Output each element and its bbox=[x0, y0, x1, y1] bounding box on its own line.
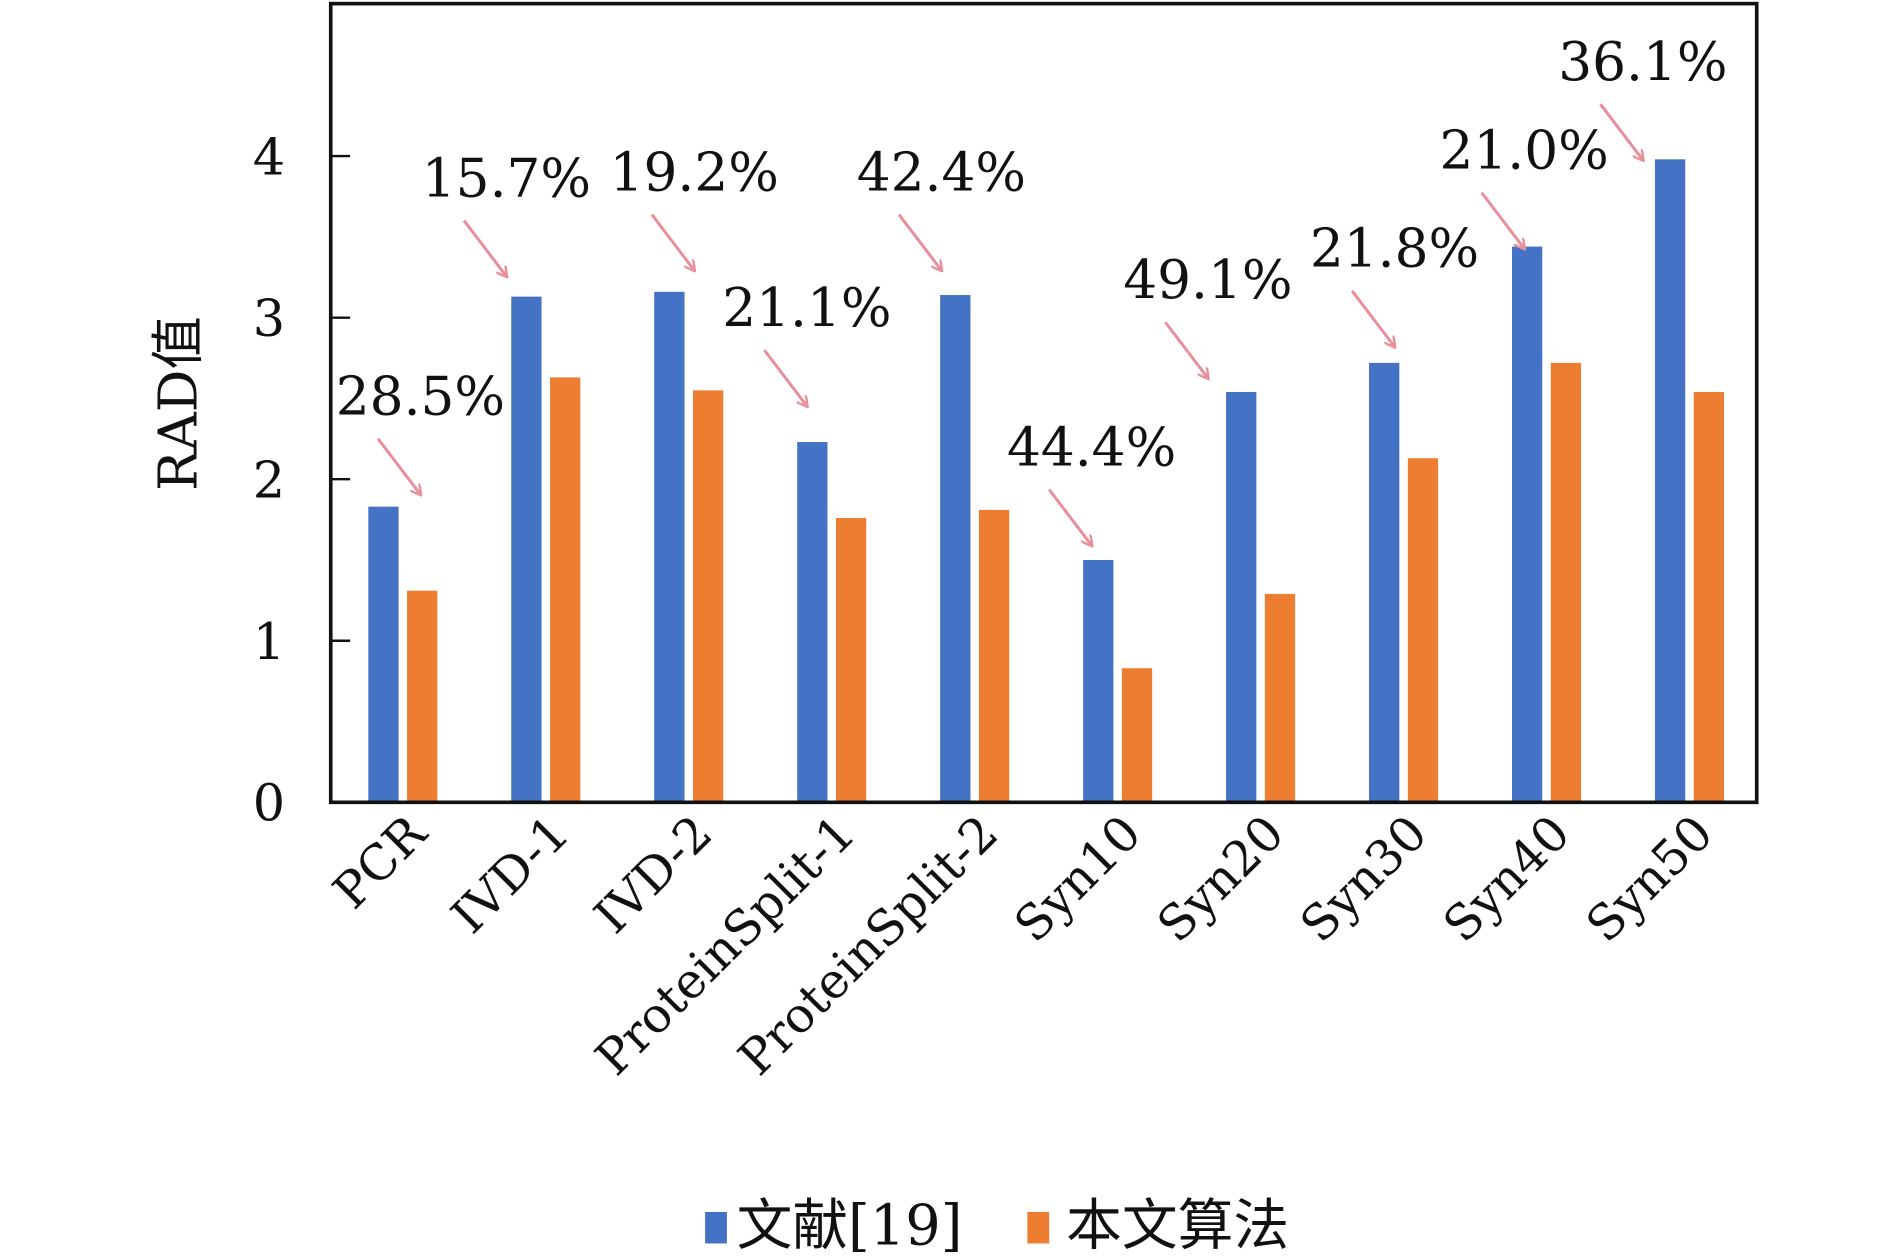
annotation-arrow bbox=[1599, 103, 1642, 160]
bar-series-2-ProteinSplit-1 bbox=[835, 517, 867, 803]
annotation-arrow bbox=[897, 213, 941, 271]
bar-series-2-Syn40 bbox=[1550, 362, 1582, 803]
bar-series-2-PCR bbox=[407, 590, 438, 803]
bar-series-1-IVD-2 bbox=[654, 291, 685, 803]
legend-label-series-2: 本文算法 bbox=[1066, 1194, 1289, 1258]
legend-swatch-series-1 bbox=[705, 1211, 727, 1244]
annotation-arrow bbox=[1047, 488, 1091, 546]
x-tick-label: ProteinSplit-1 bbox=[585, 805, 866, 1086]
bar-series-2-IVD-1 bbox=[550, 377, 581, 803]
bar-series-2-Syn20 bbox=[1264, 593, 1296, 803]
x-tick-label: Syn30 bbox=[1290, 805, 1438, 953]
bar-series-1-Syn40 bbox=[1512, 246, 1543, 803]
y-tick-label: 4 bbox=[253, 128, 285, 187]
percent-annotation: 42.4% bbox=[857, 141, 1026, 203]
bar-series-2-ProteinSplit-2 bbox=[978, 509, 1010, 803]
bar-series-1-IVD-1 bbox=[511, 296, 542, 803]
bar-series-1-PCR bbox=[368, 506, 399, 803]
annotation-arrow bbox=[462, 219, 506, 277]
y-axis-label: RAD值 bbox=[147, 316, 209, 491]
percent-annotation: 21.0% bbox=[1439, 119, 1608, 181]
plot-frame bbox=[328, 1, 1759, 805]
x-tick-label: Syn40 bbox=[1433, 805, 1581, 953]
y-tick-label: 1 bbox=[253, 613, 285, 672]
percent-annotation: 21.8% bbox=[1310, 218, 1479, 280]
annotation-arrow bbox=[763, 349, 806, 406]
bar-series-2-IVD-2 bbox=[693, 390, 724, 803]
percent-annotation: 15.7% bbox=[422, 147, 591, 209]
percent-annotation: 49.1% bbox=[1123, 249, 1292, 311]
percent-annotation: 21.1% bbox=[722, 277, 891, 339]
bar-series-2-Syn50 bbox=[1693, 391, 1725, 803]
annotation-arrow bbox=[376, 437, 420, 495]
bar-series-1-Syn30 bbox=[1369, 362, 1400, 803]
bar-series-1-ProteinSplit-1 bbox=[797, 442, 828, 803]
annotation-arrow bbox=[1480, 191, 1524, 249]
x-tick-label: Syn10 bbox=[1004, 805, 1152, 953]
x-tick-label: Syn20 bbox=[1147, 805, 1295, 953]
bar-series-2-Syn10 bbox=[1121, 668, 1153, 803]
x-tick-label: IVD-1 bbox=[441, 805, 580, 944]
x-tick-label: IVD-2 bbox=[584, 805, 723, 944]
percent-annotation: 36.1% bbox=[1558, 31, 1727, 93]
y-tick-label: 2 bbox=[253, 451, 285, 510]
bar-series-2-Syn30 bbox=[1407, 458, 1439, 803]
y-tick-label: 3 bbox=[253, 290, 285, 349]
legend: 文献[19] 本文算法 bbox=[705, 1194, 1289, 1258]
bar-series-1-Syn20 bbox=[1226, 391, 1257, 803]
annotation-arrow bbox=[650, 213, 694, 271]
bar-series-1-Syn50 bbox=[1654, 159, 1686, 803]
legend-label-series-1: 文献[19] bbox=[737, 1194, 963, 1258]
percent-annotation: 28.5% bbox=[336, 365, 505, 427]
bar-series-1-ProteinSplit-2 bbox=[940, 295, 971, 803]
x-tick-label: PCR bbox=[323, 804, 439, 920]
annotation-arrow bbox=[1164, 321, 1208, 378]
percent-annotation: 19.2% bbox=[610, 141, 779, 203]
y-tick-label: 0 bbox=[253, 774, 285, 833]
percent-annotation: 44.4% bbox=[1007, 416, 1176, 478]
x-tick-label: Syn50 bbox=[1576, 805, 1724, 953]
legend-swatch-series-2 bbox=[1027, 1211, 1050, 1244]
annotation-arrow bbox=[1350, 289, 1394, 347]
bar-series-1-Syn10 bbox=[1083, 559, 1114, 803]
x-tick-label: ProteinSplit-2 bbox=[728, 805, 1009, 1086]
